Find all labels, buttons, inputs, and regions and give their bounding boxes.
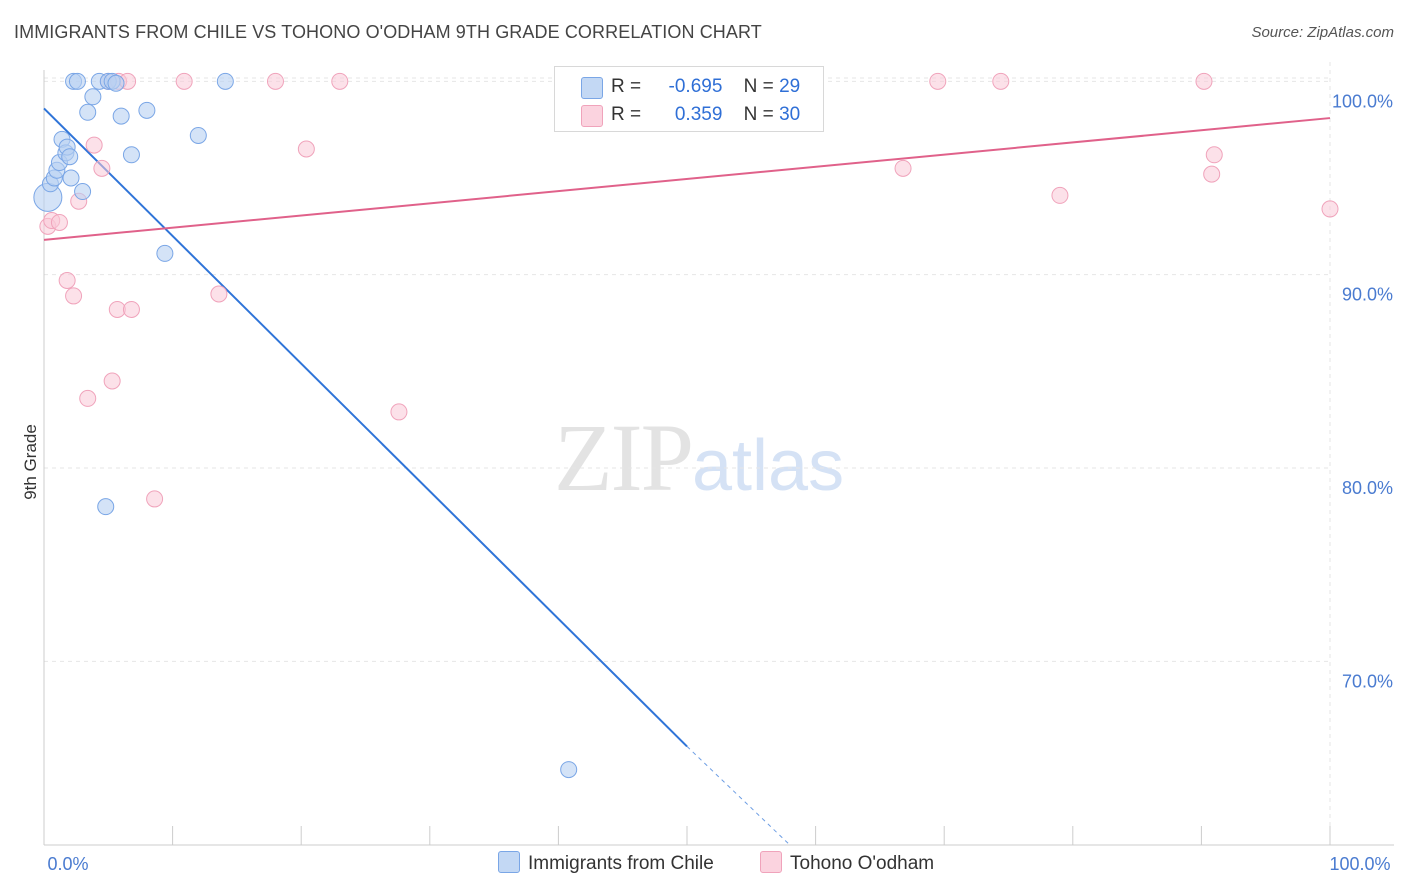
point-chile bbox=[74, 183, 92, 201]
y-axis-title: 9th Grade bbox=[21, 424, 40, 500]
legend-swatch-pink bbox=[760, 851, 782, 873]
point-chile bbox=[216, 72, 234, 90]
x-tick-label-left: 0.0% bbox=[47, 854, 88, 874]
point-tohono bbox=[929, 72, 947, 90]
legend-label-tohono: Tohono O'odham bbox=[790, 853, 935, 874]
trend-line-tohono bbox=[43, 117, 1331, 241]
point-tohono bbox=[175, 72, 193, 90]
point-tohono bbox=[58, 271, 76, 289]
n-label: N = bbox=[743, 104, 774, 125]
tick-labels: 70.0% 80.0% 90.0% 100.0% 0.0% 100.0% bbox=[47, 91, 1393, 874]
r-value: 0.359 bbox=[674, 104, 723, 125]
point-tohono bbox=[1195, 72, 1213, 90]
x-tick-label-right: 100.0% bbox=[1329, 854, 1390, 874]
trend-lines bbox=[43, 107, 1331, 846]
point-chile bbox=[68, 72, 86, 90]
legend-item-chile: Immigrants from Chile bbox=[498, 851, 714, 875]
point-chile bbox=[62, 169, 80, 187]
trend-line-chile-extension bbox=[686, 746, 791, 846]
legend-stats-tohono: R = 0.359 N = 30 bbox=[611, 104, 800, 126]
r-label: R = bbox=[611, 76, 642, 97]
point-tohono bbox=[122, 300, 140, 318]
legend-swatch-blue bbox=[498, 851, 520, 873]
point-tohono bbox=[266, 72, 284, 90]
n-label: N = bbox=[743, 76, 774, 97]
axes bbox=[43, 70, 1394, 846]
watermark-zip: ZIP bbox=[554, 404, 694, 511]
point-tohono bbox=[50, 213, 68, 231]
point-chile bbox=[189, 126, 207, 144]
r-label: R = bbox=[611, 104, 642, 125]
point-tohono bbox=[65, 287, 83, 305]
point-chile bbox=[156, 244, 174, 262]
trend-line-chile bbox=[43, 107, 688, 748]
point-chile bbox=[61, 148, 79, 166]
point-tohono bbox=[108, 300, 126, 318]
data-points bbox=[33, 72, 1339, 779]
point-tohono bbox=[390, 403, 408, 421]
legend-stats-chile: R = -0.695 N = 29 bbox=[611, 76, 800, 98]
point-tohono bbox=[1205, 146, 1223, 164]
point-chile bbox=[84, 88, 102, 106]
y-tick-label: 70.0% bbox=[1342, 671, 1393, 691]
n-value: 30 bbox=[779, 104, 801, 125]
legend-item-tohono: Tohono O'odham bbox=[760, 851, 934, 875]
point-tohono bbox=[103, 372, 121, 390]
point-chile bbox=[560, 761, 578, 779]
correlation-legend: R = -0.695 N = 29 R = 0.359 N = 30 bbox=[554, 66, 824, 132]
point-tohono bbox=[992, 72, 1010, 90]
point-tohono bbox=[297, 140, 315, 158]
point-tohono bbox=[1203, 165, 1221, 183]
watermark: ZIPatlas bbox=[554, 402, 844, 513]
point-chile bbox=[122, 146, 140, 164]
watermark-atlas: atlas bbox=[692, 426, 845, 506]
point-chile bbox=[107, 74, 125, 92]
point-tohono bbox=[1051, 186, 1069, 204]
point-chile bbox=[112, 107, 130, 125]
r-value: -0.695 bbox=[668, 76, 723, 97]
point-chile bbox=[79, 103, 97, 121]
point-tohono bbox=[210, 285, 228, 303]
legend-label-chile: Immigrants from Chile bbox=[528, 853, 714, 874]
point-tohono bbox=[1321, 200, 1339, 218]
source-credit: Source: ZipAtlas.com bbox=[1251, 24, 1394, 41]
point-tohono bbox=[894, 159, 912, 177]
y-tick-label: 90.0% bbox=[1342, 285, 1393, 305]
point-chile bbox=[138, 101, 156, 119]
y-tick-label: 100.0% bbox=[1332, 91, 1393, 111]
point-tohono bbox=[93, 159, 111, 177]
point-tohono bbox=[331, 72, 349, 90]
point-tohono bbox=[85, 136, 103, 154]
point-tohono bbox=[146, 490, 164, 508]
n-value: 29 bbox=[779, 76, 801, 97]
point-tohono bbox=[79, 389, 97, 407]
point-chile bbox=[97, 498, 115, 516]
chart-title: IMMIGRANTS FROM CHILE VS TOHONO O'ODHAM … bbox=[14, 22, 762, 42]
legend-swatch-pink bbox=[581, 105, 603, 127]
legend-swatch-blue bbox=[581, 77, 603, 99]
y-tick-label: 80.0% bbox=[1342, 478, 1393, 498]
